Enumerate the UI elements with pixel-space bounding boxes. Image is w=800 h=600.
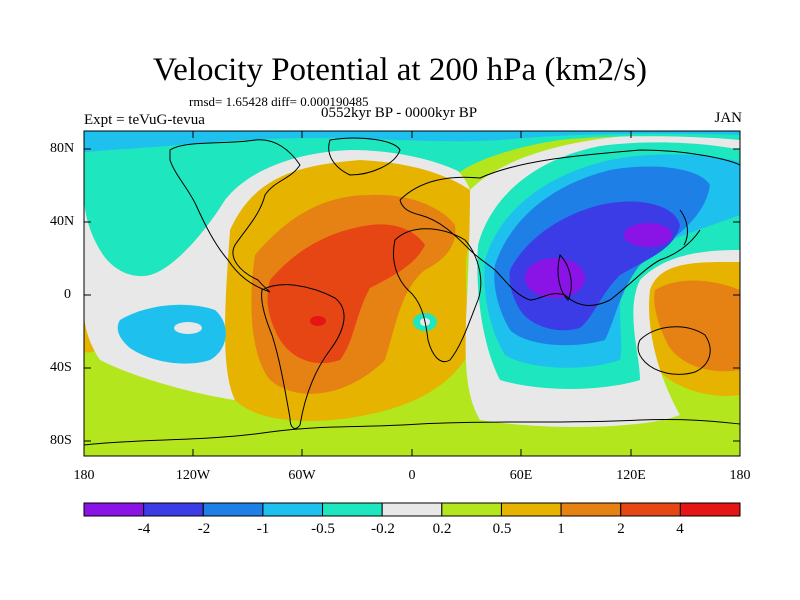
colorbar-swatch [679,502,741,517]
field-band-sw-neg1-neg0p5 [117,304,226,364]
lon-label-120w: 120W [175,468,211,483]
lon-label-180e: 180 [729,468,751,483]
colorbar-swatch [143,502,204,517]
colorbar-label: -1 [256,521,270,537]
lon-label-60w: 60W [288,468,316,483]
field-band-below-neg4-east [624,223,672,247]
axis-ticks [84,131,740,456]
coastlines [84,137,740,446]
antarctica-coast [84,418,740,446]
month-label: JAN [714,110,742,126]
lon-label-0: 0 [408,468,416,483]
africa-coast [393,228,482,363]
colorbar-swatch [441,502,502,517]
lat-label-0: 0 [64,287,71,302]
south-america-coast [261,284,345,429]
europe-asia-coast [399,149,740,306]
lon-label-120e: 120E [616,468,646,483]
field-band-east-1-2 [654,280,740,372]
australia-coast [637,326,711,375]
lat-label-40n: 40N [50,214,75,229]
rmsd-diff-stats: rmsd= 1.65428 diff= 0.000190485 [189,94,369,109]
colorbar-label: 1 [557,521,565,537]
colorbar-swatch [83,502,145,517]
field-band-nw-neg1-neg0p5 [84,131,740,152]
field-band-2-4 [267,224,425,364]
colorbar-label: -4 [137,521,151,537]
field-band-nw-neg0p5-neg0p2 [84,131,740,277]
lat-label-80n: 80N [50,141,75,156]
colorbar-swatch [620,502,681,517]
colorbar-swatch [560,502,622,517]
colorbar-label: 2 [617,521,625,537]
colorbar-label: -0.5 [311,521,335,537]
greenland-coast [328,137,401,176]
map-title: Velocity Potential at 200 hPa (km2/s) [152,52,648,88]
field-band-below-neg4 [525,258,585,298]
lat-label-40s: 40S [50,360,72,375]
velocity-potential-field [84,131,740,456]
period-label: 0552kyr BP - 0000kyr BP [321,105,478,121]
colorbar-swatch [202,502,264,517]
lon-label-180w: 180 [73,468,95,483]
colorbar-label: 0.5 [492,521,512,537]
colorbar-swatch [381,502,443,517]
experiment-label: Expt = teVuG-tevua [84,112,205,128]
japan-coast [679,209,688,246]
colorbar-label: 0.2 [432,521,452,537]
lat-label-80s: 80S [50,433,72,448]
north-america-coast [169,139,301,293]
colorbar-label: 4 [676,521,684,537]
indian-subcontinent-coast [557,254,572,301]
colorbar-label: -0.2 [371,521,395,537]
colorbar-swatch [322,502,383,517]
colorbar-swatch [262,502,324,517]
field-band-small-neutral [174,322,202,334]
colorbar-swatch [500,502,562,517]
colorbar-label: -2 [197,521,211,537]
field-band-above-4 [310,316,326,326]
lon-label-60e: 60E [509,468,533,483]
colorbar [83,502,741,517]
